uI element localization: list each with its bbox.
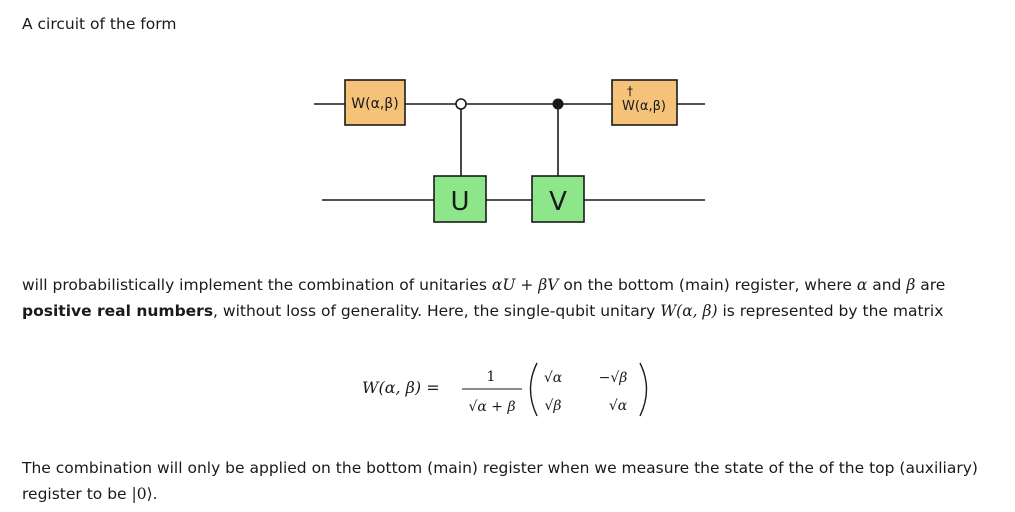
quantum-circuit-diagram: W(α,β) W(α,β) † U V [314,79,705,223]
desc-text-4: , without loss of generality. Here, the … [213,302,661,320]
formula-denominator: √α + β [468,399,515,415]
desc-text-1: will probabilistically implement the com… [22,276,492,294]
final-paragraph: The combination will only be applied on … [22,455,982,507]
matrix-m12: −√β [599,370,628,386]
final-text-2: . [152,485,158,503]
formula-numerator: 1 [487,369,496,385]
closed-control-dot [552,98,564,110]
final-text-1: The combination will only be applied on … [22,459,978,503]
gate-w-label: W(α,β) [351,96,398,112]
desc-w-symbol: W(α, β) [660,302,718,320]
dagger-symbol: † [627,84,633,98]
matrix-m21: √β [544,398,561,414]
right-paren [639,362,648,417]
intro-text: A circuit of the form [22,15,177,33]
matrix-m11: √α [544,370,563,386]
matrix-m22: √α [609,398,628,414]
gate-v-label: V [549,187,567,217]
desc-and: and [867,276,907,294]
left-paren [529,362,538,417]
gate-w-dagger [611,79,678,126]
desc-beta: β [906,276,916,294]
desc-bold-text: positive real numbers [22,302,214,320]
gate-u [433,175,487,223]
open-control-dot [455,98,467,110]
desc-text-2: on the bottom (main) register, where [558,276,857,294]
final-ket: |0⟩ [131,485,153,503]
gate-v [531,175,585,223]
gate-w-dagger-label: W(α,β) [622,99,666,114]
desc-alpha: α [856,276,868,294]
desc-text-3: are [915,276,946,294]
desc-expression: αU + βV [491,276,559,294]
gate-u-label: U [450,187,469,217]
gate-w [344,79,406,126]
desc-text-5: is represented by the matrix [717,302,944,320]
description-paragraph: will probabilistically implement the com… [22,272,1002,324]
formula-lhs: W(α, β) = [362,378,440,397]
